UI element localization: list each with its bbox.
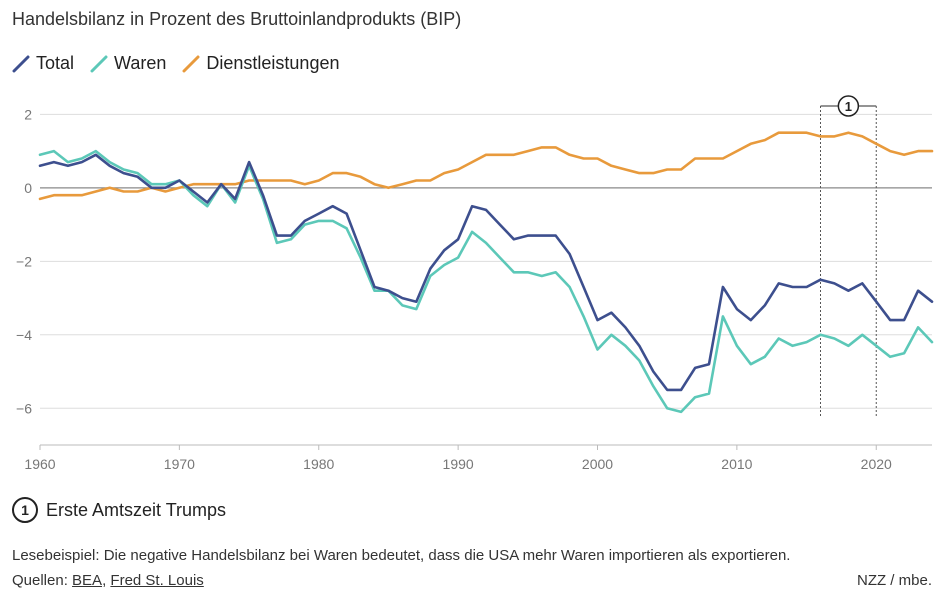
highlight-badge <box>837 95 860 117</box>
sources-prefix: Quellen: <box>12 572 73 589</box>
highlight-badge-number: 1 <box>845 99 852 114</box>
series-line-dienstleistungen <box>38 131 934 201</box>
x-tick-label: 1980 <box>303 456 334 472</box>
footnote: Lesebeispiel: Die negative Handelsbilanz… <box>12 547 791 564</box>
x-tick-label: 1990 <box>443 456 474 472</box>
legend: Total Waren Dienstleistungen <box>12 53 355 74</box>
legend-item-total: Total <box>12 53 74 74</box>
y-tick-label: −2 <box>16 253 32 269</box>
y-tick-label: −6 <box>16 400 32 416</box>
annotation-legend: 1 Erste Amtszeit Trumps <box>12 497 226 523</box>
annotation-label: Erste Amtszeit Trumps <box>46 499 227 520</box>
legend-label-total: Total <box>36 53 75 73</box>
x-tick-label: 2010 <box>721 456 752 472</box>
legend-label-waren: Waren <box>114 53 167 73</box>
source-link-bea[interactable]: BEA <box>72 572 103 589</box>
x-tick-label: 2000 <box>582 456 613 472</box>
y-tick-label: 2 <box>24 106 32 122</box>
legend-item-dienstleistungen: Dienstleistungen <box>182 53 339 74</box>
legend-swatch-dienstleistungen <box>182 55 200 72</box>
series-line-waren <box>38 149 934 414</box>
y-tick-label: −4 <box>16 327 32 343</box>
annotation-number-badge: 1 <box>12 497 38 523</box>
series-line-total <box>38 153 934 392</box>
credit: NZZ / mbe. <box>856 572 932 589</box>
y-tick-label: 0 <box>24 180 32 196</box>
sources: Quellen: BEA, Fred St. Louis <box>12 572 204 589</box>
x-tick-label: 1970 <box>164 456 195 472</box>
line-chart: 2 0 −2 −4 −6 1960 1970 1980 1990 2000 2010 2020 1 <box>16 95 934 472</box>
source-link-fred[interactable]: Fred St. Louis <box>110 572 204 589</box>
x-tick-label: 1960 <box>24 456 55 472</box>
legend-item-waren: Waren <box>90 53 166 74</box>
x-tick-label: 2020 <box>861 456 892 472</box>
legend-label-dienstleistungen: Dienstleistungen <box>206 53 340 73</box>
legend-swatch-total <box>12 55 30 72</box>
sources-separator: , <box>102 572 111 589</box>
chart-title: Handelsbilanz in Prozent des Bruttoinlan… <box>12 9 462 29</box>
legend-swatch-waren <box>90 55 108 72</box>
